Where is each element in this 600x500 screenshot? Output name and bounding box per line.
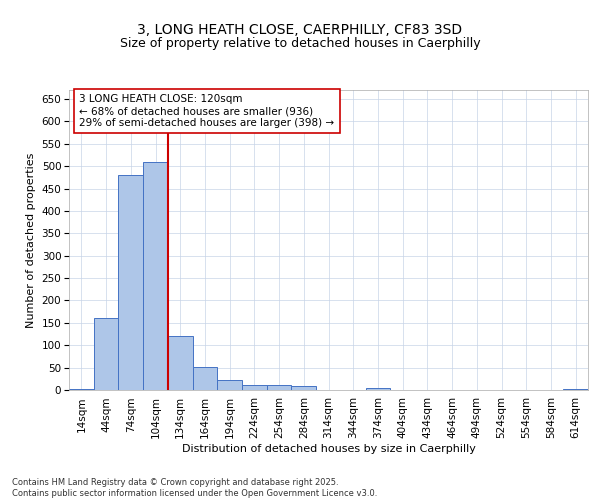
Bar (94, 318, 118, 390)
Bar (69, 388, 94, 390)
Bar (242, 384, 267, 390)
Text: 3 LONG HEATH CLOSE: 120sqm
← 68% of detached houses are smaller (936)
29% of sem: 3 LONG HEATH CLOSE: 120sqm ← 68% of deta… (79, 94, 335, 128)
Text: Size of property relative to detached houses in Caerphilly: Size of property relative to detached ho… (119, 38, 481, 51)
Text: Contains HM Land Registry data © Crown copyright and database right 2025.
Contai: Contains HM Land Registry data © Crown c… (12, 478, 377, 498)
Bar (292, 386, 316, 390)
Bar (267, 385, 292, 390)
Bar (365, 388, 390, 390)
X-axis label: Distribution of detached houses by size in Caerphilly: Distribution of detached houses by size … (182, 444, 475, 454)
Bar (193, 366, 217, 390)
Y-axis label: Number of detached properties: Number of detached properties (26, 152, 36, 328)
Bar (168, 336, 193, 390)
Bar (143, 162, 168, 390)
Text: 3, LONG HEATH CLOSE, CAERPHILLY, CF83 3SD: 3, LONG HEATH CLOSE, CAERPHILLY, CF83 3S… (137, 22, 463, 36)
Bar (217, 380, 242, 390)
Bar (118, 175, 143, 390)
Bar (563, 388, 588, 390)
